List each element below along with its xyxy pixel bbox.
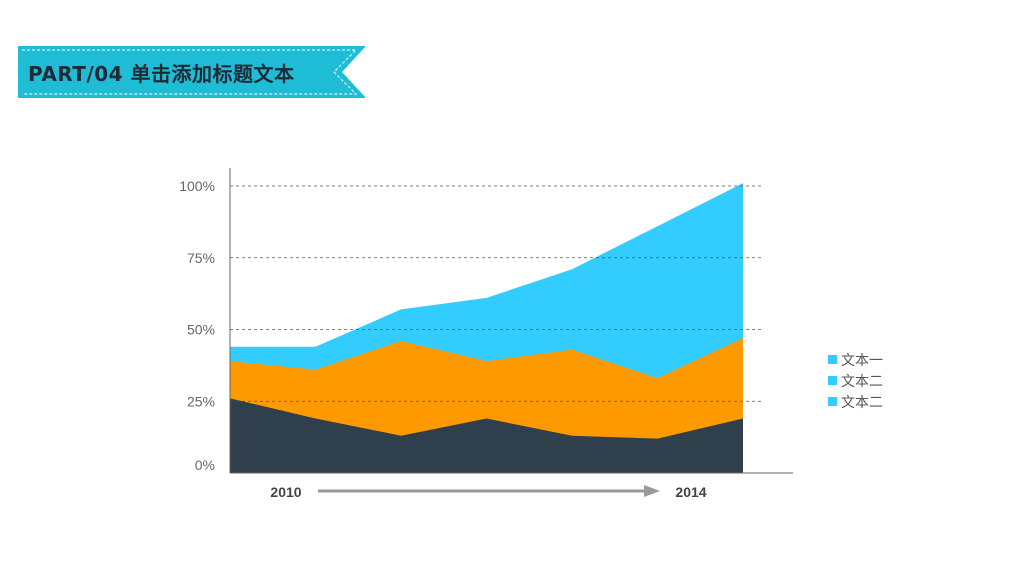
y-tick-label: 50% <box>187 322 215 338</box>
timeline-end-label: 2014 <box>675 484 706 500</box>
tick-layer: 0% 25% 50% 75% 100% <box>179 178 215 473</box>
legend-swatch <box>828 355 837 364</box>
axis-layer <box>229 168 793 474</box>
timeline-start-label: 2010 <box>270 484 301 500</box>
legend-item: 文本二 <box>828 370 883 391</box>
y-tick-label: 0% <box>195 457 215 473</box>
chart-legend: 文本一 文本二 文本二 <box>828 349 883 412</box>
ribbon-shape <box>18 46 366 98</box>
y-tick-label: 25% <box>187 393 215 409</box>
legend-label: 文本一 <box>841 352 883 369</box>
legend-swatch <box>828 397 837 406</box>
legend-item: 文本一 <box>828 349 883 370</box>
y-tick-label: 100% <box>179 178 215 194</box>
grid-layer <box>230 185 762 402</box>
legend-item: 文本二 <box>828 391 883 412</box>
legend-swatch <box>828 376 837 385</box>
legend-label: 文本二 <box>841 373 883 390</box>
timeline: 2010 2014 <box>270 484 706 500</box>
timeline-arrow-head <box>644 485 660 497</box>
page-title: PART/04 单击添加标题文本 <box>28 62 295 86</box>
ribbon-stitch <box>22 49 358 95</box>
area-series-1 <box>230 398 743 473</box>
y-tick-label: 75% <box>187 250 215 266</box>
series-layer <box>230 183 743 473</box>
title-banner <box>18 46 366 98</box>
legend-label: 文本二 <box>841 394 883 411</box>
